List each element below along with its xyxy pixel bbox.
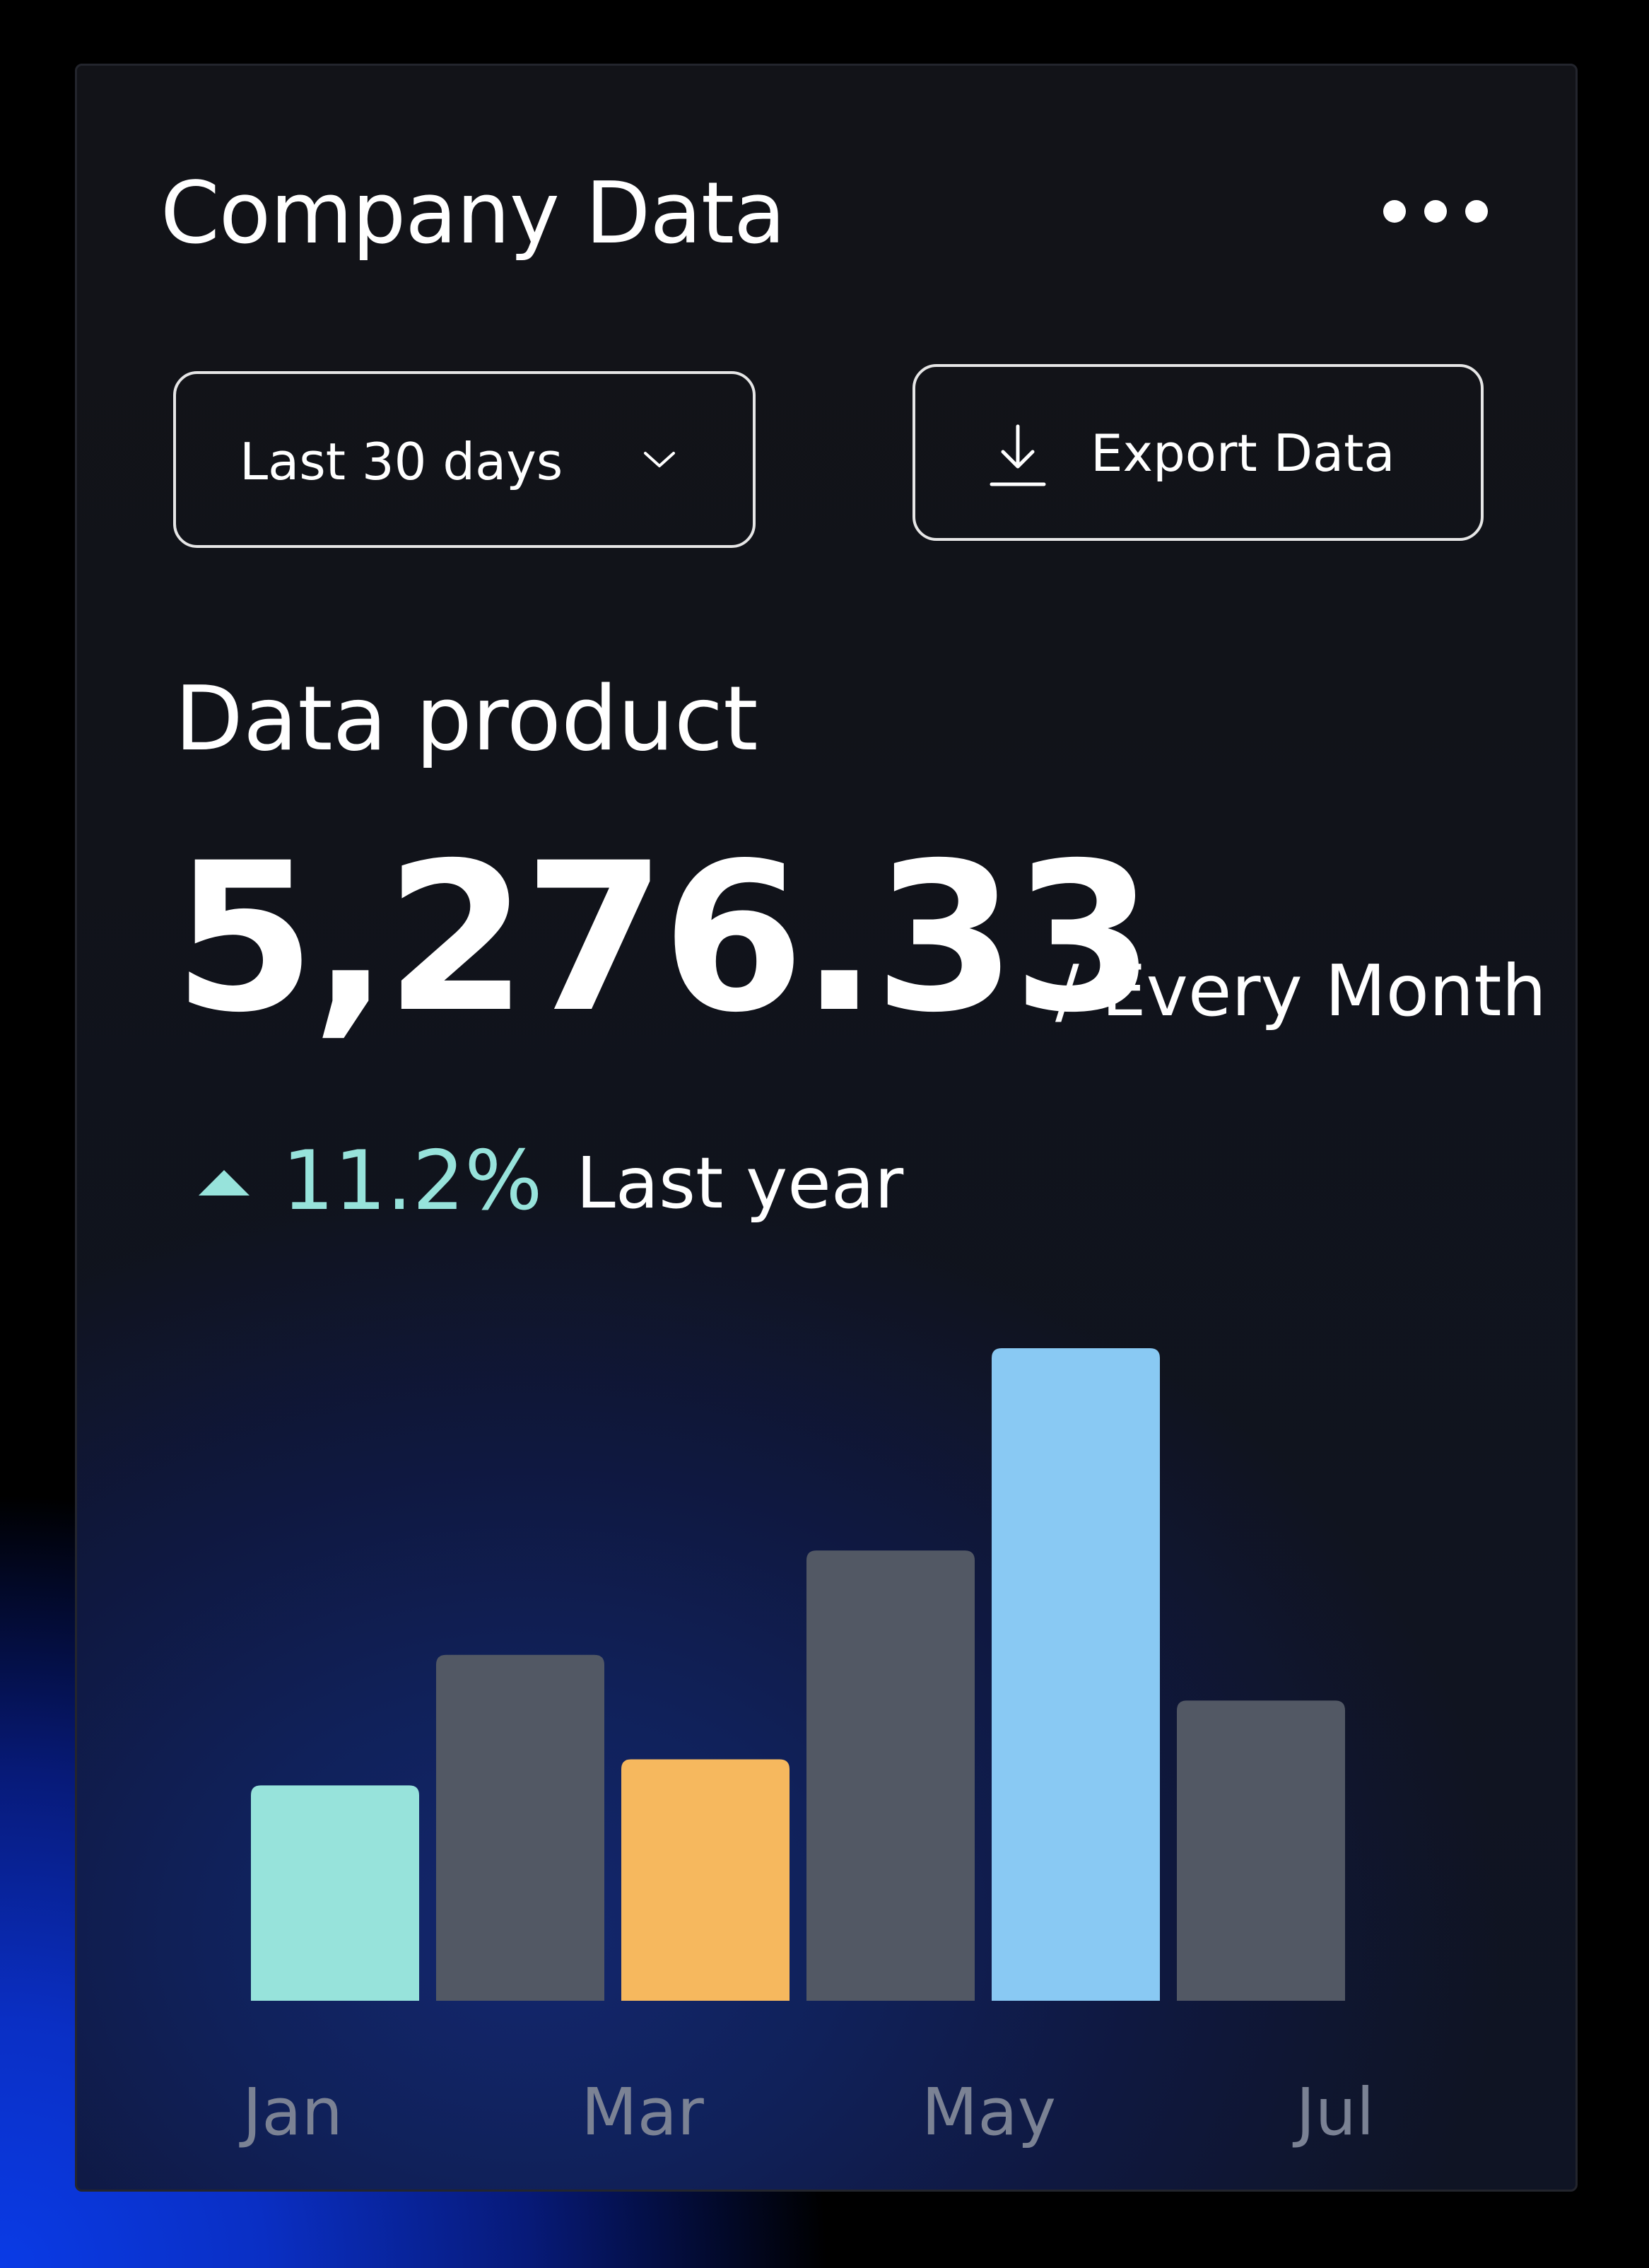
chevron-down-icon [644,452,675,467]
date-range-dropdown[interactable]: Last 30 days [173,371,756,548]
date-range-label: Last 30 days [240,432,563,491]
x-tick-label: Jul [1292,2074,1374,2150]
chart-bar [436,1654,604,2001]
chart-bar [251,1785,419,2001]
chart-bar [621,1759,790,2001]
bar-chart: Jan Mar May Jul [239,1348,1375,2150]
more-horizontal-icon [1383,200,1406,223]
x-tick-label: Mar [581,2074,704,2150]
more-options-button[interactable] [1378,200,1498,235]
company-data-card: Company Data Last 30 days Export Data Da… [75,64,1578,2192]
export-data-label: Export Data [1091,423,1395,483]
x-tick-label: Jan [239,2074,343,2150]
export-data-button[interactable]: Export Data [912,364,1484,541]
more-dot [1465,200,1488,223]
download-icon [990,424,1046,486]
chart-bar [1177,1700,1345,2001]
more-dot [1424,200,1447,223]
x-tick-label: May [922,2074,1056,2150]
chart-bar [992,1348,1160,2001]
card-title: Company Data [160,165,786,263]
triangle-up-icon [199,1170,250,1196]
change-period: Last year [576,1142,904,1224]
metric-unit: / Every Month [1055,949,1547,1032]
metric-value: 5,276.33 [173,819,1155,1058]
chart-bar [806,1550,975,2001]
section-title: Data product [175,667,758,771]
change-percent: 11.2% [282,1133,543,1229]
